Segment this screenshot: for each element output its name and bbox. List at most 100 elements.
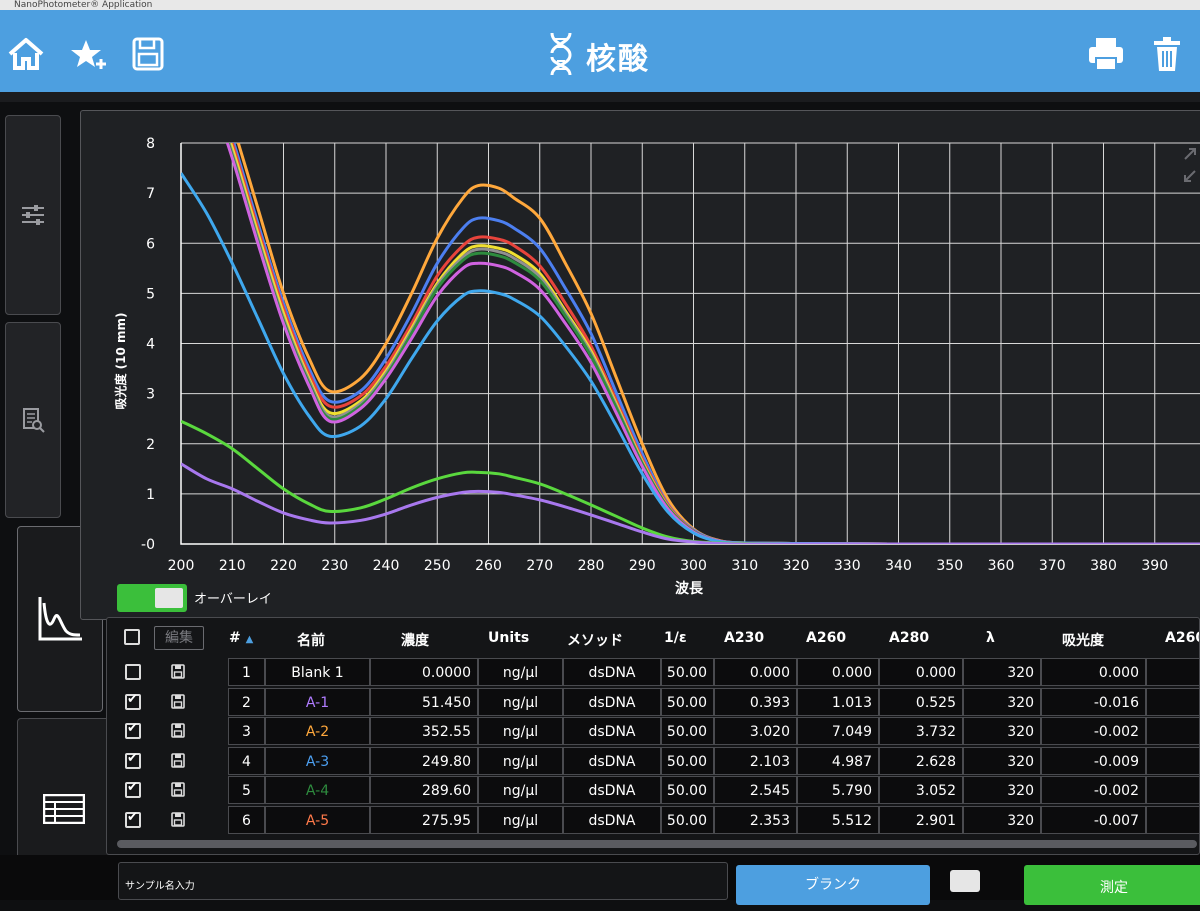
a280-value: 2.901 — [879, 805, 963, 834]
units: ng/µl — [478, 805, 563, 834]
column-header-a230[interactable]: A230 — [724, 630, 765, 646]
row-checkbox[interactable] — [125, 721, 141, 739]
method: dsDNA — [563, 746, 661, 775]
a230-value: 2.353 — [714, 805, 797, 834]
row-checkbox[interactable] — [125, 751, 141, 769]
y-tick-label: 5 — [146, 286, 155, 302]
auto-sample-toggle[interactable] — [950, 870, 980, 892]
row-number: 3 — [228, 717, 265, 745]
chart-series-group — [181, 143, 1200, 544]
window-title: NanoPhotometer® Application — [0, 0, 1200, 10]
row-number: 1 — [228, 658, 265, 686]
x-tick-label: 330 — [834, 558, 861, 574]
concentration: 51.450 — [370, 687, 478, 716]
inv-epsilon: 50.00 — [661, 687, 714, 716]
a230-value: 0.393 — [714, 687, 797, 716]
lambda-value: 320 — [963, 776, 1041, 804]
y-tick-label: 3 — [146, 387, 155, 403]
table-row[interactable]: 1 Blank 1 0.0000 ng/µl dsDNA 50.00 0.000 0.000 0… — [113, 658, 1199, 686]
x-tick-label: 310 — [731, 558, 758, 574]
print-icon[interactable] — [1086, 34, 1126, 74]
absorbance-value: -0.016 — [1041, 687, 1146, 716]
x-tick-label: 260 — [475, 558, 502, 574]
table-row[interactable]: 5A-4289.60ng/µldsDNA50.002.5455.7903.052… — [113, 776, 1199, 804]
sidebar-tab-settings[interactable]: settings-sliders-icon — [5, 115, 61, 315]
table-row[interactable]: 6A-5275.95ng/µldsDNA50.002.3535.5122.901… — [113, 805, 1199, 834]
save-icon[interactable] — [128, 34, 168, 74]
spectrum-series-line — [226, 143, 1200, 544]
y-tick-label: -0 — [141, 537, 155, 553]
row-save-icon[interactable] — [171, 782, 185, 797]
spectrum-series-line — [236, 143, 1200, 544]
y-tick-label: 2 — [146, 437, 155, 453]
x-tick-label: 300 — [680, 558, 707, 574]
table-row[interactable]: 3A-2352.55ng/µldsDNA50.003.0207.0493.732… — [113, 717, 1199, 745]
x-tick-label: 250 — [424, 558, 451, 574]
a230-value: 2.103 — [714, 746, 797, 775]
column-header-num[interactable]: # ▲ — [229, 630, 254, 646]
row-save-icon[interactable] — [171, 723, 185, 738]
sample-name-input[interactable]: サンプル名入力 — [118, 862, 728, 900]
expand-icon[interactable] — [1184, 148, 1196, 182]
trash-icon[interactable] — [1148, 34, 1188, 74]
blank-button[interactable]: ブランク — [736, 865, 930, 905]
x-tick-label: 350 — [936, 558, 963, 574]
table-horizontal-scrollbar[interactable] — [117, 840, 1197, 848]
x-tick-label: 340 — [885, 558, 912, 574]
top-toolbar: 核酸 — [0, 10, 1200, 92]
column-header-units[interactable]: Units — [488, 630, 530, 646]
row-save-icon[interactable] — [171, 693, 185, 709]
column-header-inv-epsilon[interactable]: 1/ε — [664, 630, 687, 646]
y-tick-label: 1 — [146, 487, 155, 503]
sidebar-tab-report[interactable]: document-search-icon — [5, 322, 61, 518]
spectrum-series-line — [181, 419, 1200, 544]
measure-button[interactable]: 測定 — [1024, 865, 1200, 905]
column-header-a260[interactable]: A260 — [806, 630, 847, 646]
sample-name: Blank 1 — [265, 658, 370, 686]
star-add-icon[interactable] — [68, 34, 108, 74]
absorbance-value: 0.000 — [1041, 658, 1146, 686]
row-save-icon[interactable] — [171, 664, 185, 679]
column-header-a260-ratio[interactable]: A260 — [1165, 630, 1199, 646]
units: ng/µl — [478, 687, 563, 716]
table-header: 編集 # ▲ 名前 濃度 Units メソッド 1/ε A230 A260 A2… — [107, 618, 1199, 658]
column-header-a280[interactable]: A280 — [889, 630, 930, 646]
row-save-icon[interactable] — [171, 752, 185, 768]
row-checkbox[interactable] — [125, 810, 141, 828]
row-checkbox[interactable] — [125, 780, 141, 798]
units: ng/µl — [478, 776, 563, 804]
column-header-concentration[interactable]: 濃度 — [401, 633, 429, 649]
inv-epsilon: 50.00 — [661, 746, 714, 775]
select-all-checkbox[interactable] — [124, 629, 140, 645]
concentration: 0.0000 — [370, 658, 478, 686]
row-checkbox[interactable] — [125, 692, 141, 710]
x-tick-label: 290 — [629, 558, 656, 574]
a260-value: 0.000 — [797, 658, 879, 686]
row-save-icon[interactable] — [171, 811, 185, 827]
home-icon[interactable] — [6, 34, 46, 74]
lambda-value: 320 — [963, 658, 1041, 686]
row-checkbox[interactable] — [125, 664, 141, 680]
row-number: 2 — [228, 687, 265, 716]
units: ng/µl — [478, 717, 563, 745]
a230-value: 2.545 — [714, 776, 797, 804]
overlay-toggle[interactable] — [117, 584, 187, 612]
column-header-lambda[interactable]: λ — [986, 630, 995, 646]
spectrum-series-line — [225, 143, 1200, 544]
table-row[interactable]: 2A-151.450ng/µldsDNA50.000.3931.0130.525… — [113, 687, 1199, 716]
column-header-method[interactable]: メソッド — [567, 633, 623, 649]
spectrum-series-line — [181, 462, 1200, 544]
column-header-name[interactable]: 名前 — [297, 633, 325, 649]
a280-value: 0.000 — [879, 658, 963, 686]
x-tick-label: 280 — [578, 558, 605, 574]
a280-value: 0.525 — [879, 687, 963, 716]
concentration: 352.55 — [370, 717, 478, 745]
results-table: 編集 # ▲ 名前 濃度 Units メソッド 1/ε A230 A260 A2… — [106, 617, 1200, 855]
a260-value: 1.013 — [797, 687, 879, 716]
edit-button[interactable]: 編集 — [154, 626, 204, 650]
concentration: 289.60 — [370, 776, 478, 804]
y-tick-label: 4 — [146, 337, 155, 353]
table-row[interactable]: 4A-3249.80ng/µldsDNA50.002.1034.9872.628… — [113, 746, 1199, 775]
lambda-value: 320 — [963, 805, 1041, 834]
column-header-absorbance[interactable]: 吸光度 — [1062, 633, 1104, 649]
